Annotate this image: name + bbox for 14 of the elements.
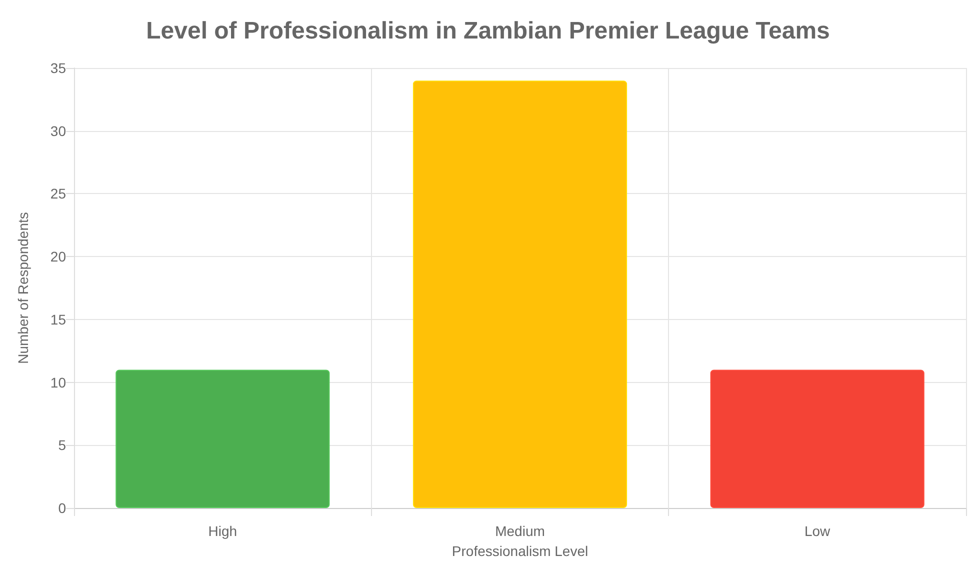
y-tick-label: 5 xyxy=(58,437,66,454)
y-axis-title: Number of Respondents xyxy=(15,212,31,364)
x-axis-title: Professionalism Level xyxy=(452,543,588,559)
x-tick-label: High xyxy=(208,523,238,539)
x-tick-label: Medium xyxy=(495,523,545,539)
y-tick-label: 0 xyxy=(58,500,66,516)
y-tick-label: 35 xyxy=(50,60,66,76)
x-tick-label: Low xyxy=(804,523,832,539)
y-tick-label: 15 xyxy=(50,311,66,328)
chart-title: Level of Professionalism in Zambian Premier League Teams xyxy=(146,18,830,44)
y-tick-label: 30 xyxy=(50,122,66,139)
y-tick-label: 20 xyxy=(50,248,66,265)
y-tick-label: 10 xyxy=(50,374,66,390)
y-tick-label: 25 xyxy=(50,186,66,202)
